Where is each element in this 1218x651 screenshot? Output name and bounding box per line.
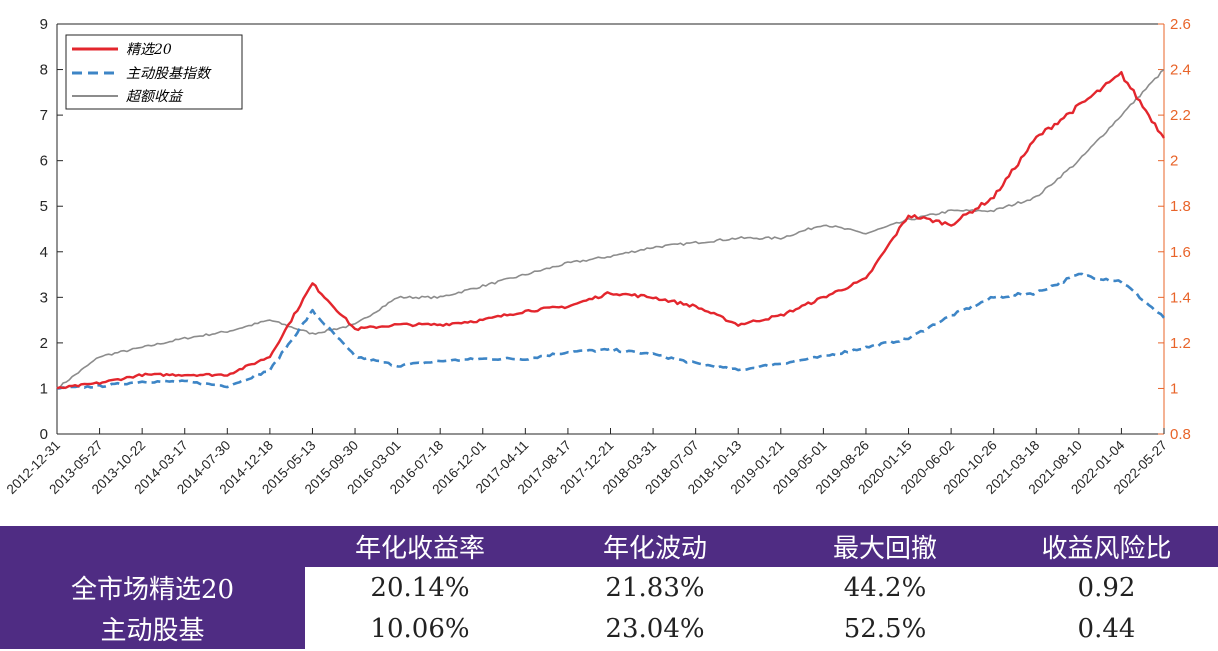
- left-tick-label: 7: [40, 107, 48, 124]
- header-annual-return: 年化收益率: [305, 526, 535, 567]
- table-cell: 10.06%: [305, 608, 535, 649]
- right-tick-label: 2.6: [1170, 16, 1191, 33]
- row-label-fund: 主动股基: [0, 608, 305, 649]
- left-tick-label: 4: [40, 244, 48, 261]
- legend-label-jingxuan: 精选20: [126, 42, 172, 58]
- table-row: 主动股基 10.06% 23.04% 52.5% 0.44: [0, 608, 1218, 649]
- table-row: 全市场精选20 20.14% 21.83% 44.2% 0.92: [0, 567, 1218, 608]
- table-cell: 20.14%: [305, 567, 535, 608]
- header-return-risk-ratio: 收益风险比: [995, 526, 1218, 567]
- left-tick-label: 2: [40, 335, 48, 352]
- row-label-jingxuan: 全市场精选20: [0, 567, 305, 608]
- legend: 精选20 主动股基指数 超额收益: [65, 34, 243, 110]
- table-cell: 52.5%: [775, 608, 995, 649]
- table-corner: [0, 526, 305, 567]
- series-lines: [56, 68, 1165, 390]
- series-line-jingxuan: [56, 71, 1165, 390]
- left-tick-label: 5: [40, 198, 48, 215]
- right-tick-label: 1.4: [1170, 289, 1191, 306]
- left-tick-label: 0: [40, 426, 48, 443]
- table-cell: 23.04%: [535, 608, 775, 649]
- right-tick-label: 2.2: [1170, 107, 1191, 124]
- right-tick-label: 1.6: [1170, 244, 1191, 261]
- left-tick-label: 8: [40, 62, 48, 79]
- table-cell: 0.92: [995, 567, 1218, 608]
- table-header-row: 年化收益率 年化波动 最大回撤 收益风险比: [0, 526, 1218, 567]
- right-tick-label: 2.4: [1170, 62, 1191, 79]
- legend-label-excess: 超额收益: [126, 89, 184, 105]
- left-tick-label: 9: [40, 16, 48, 33]
- right-tick-label: 1.2: [1170, 335, 1191, 352]
- left-tick-label: 1: [40, 380, 48, 397]
- series-line-excess: [56, 68, 1165, 390]
- left-tick-label: 3: [40, 289, 48, 306]
- header-max-drawdown: 最大回撤: [775, 526, 995, 567]
- table-cell: 44.2%: [775, 567, 995, 608]
- right-tick-label: 1: [1170, 380, 1178, 397]
- performance-chart: 01234567890.811.21.41.61.822.22.42.62012…: [4, 16, 1191, 497]
- table-cell: 21.83%: [535, 567, 775, 608]
- right-tick-label: 0.8: [1170, 426, 1191, 443]
- stats-table: 年化收益率 年化波动 最大回撤 收益风险比 全市场精选20 20.14% 21.…: [0, 526, 1218, 651]
- table-cell: 0.44: [995, 608, 1218, 649]
- right-tick-label: 1.8: [1170, 198, 1191, 215]
- header-annual-volatility: 年化波动: [535, 526, 775, 567]
- legend-label-fund-index: 主动股基指数: [126, 66, 212, 82]
- series-line-fund-index: [56, 272, 1165, 390]
- right-tick-label: 2: [1170, 153, 1178, 170]
- left-tick-label: 6: [40, 153, 48, 170]
